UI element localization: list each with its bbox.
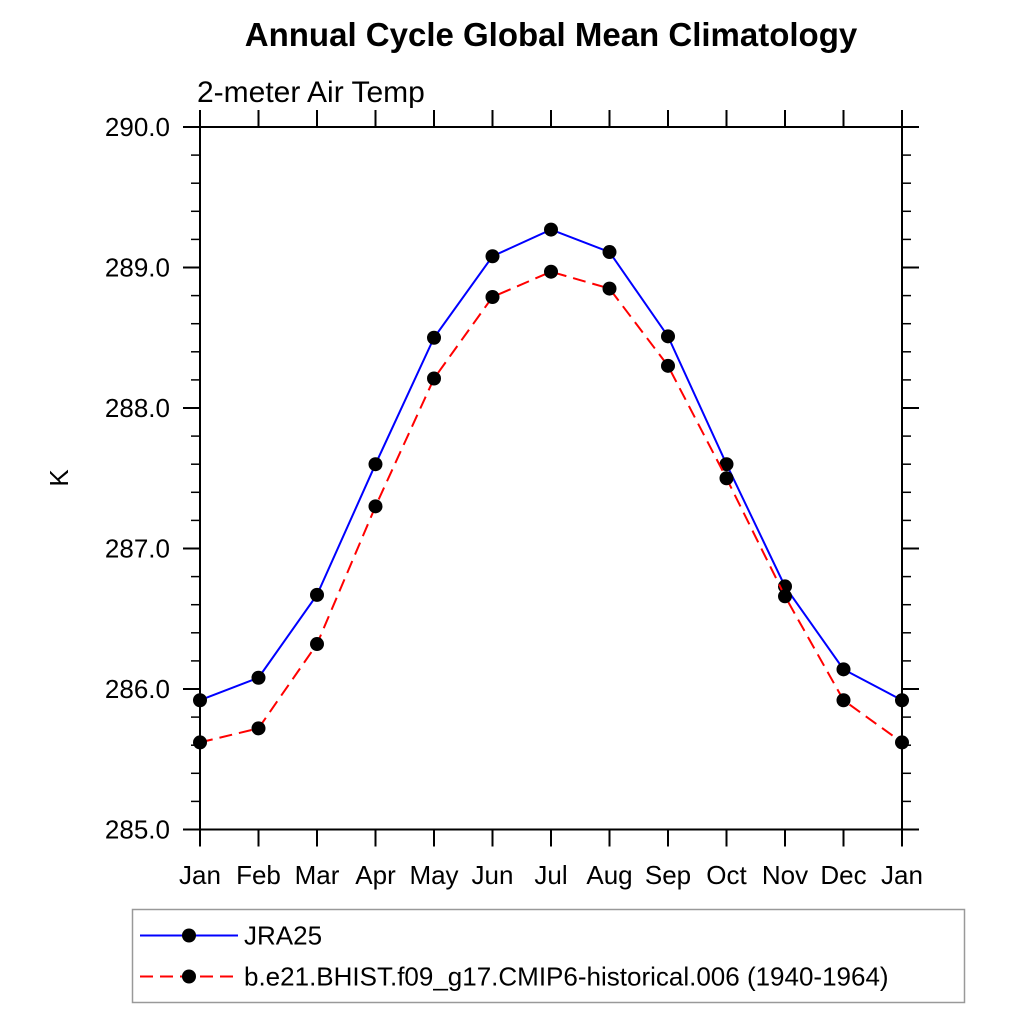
y-tick-label: 286.0 — [105, 674, 170, 704]
series-2-marker — [193, 735, 207, 750]
y-tick-label: 290.0 — [105, 112, 170, 142]
series-2-marker — [427, 371, 441, 386]
x-tick-label: Sep — [645, 860, 691, 890]
series-1-marker — [602, 245, 617, 260]
series-1-marker — [310, 587, 324, 602]
x-tick-label: Oct — [706, 860, 747, 890]
y-axis-label: K — [44, 469, 74, 487]
series-1-marker — [368, 457, 383, 472]
series-2-marker — [310, 637, 324, 652]
legend-marker-2 — [182, 969, 196, 984]
legend-label-1: JRA25 — [244, 921, 322, 951]
y-tick-label: 289.0 — [105, 253, 170, 283]
series-2-marker — [836, 693, 851, 708]
series-1-marker — [895, 693, 909, 708]
series-1-marker — [427, 330, 441, 345]
series-2-marker — [251, 721, 266, 736]
series-1-marker — [661, 329, 675, 344]
series-2-marker — [368, 499, 383, 514]
x-tick-label: Jan — [881, 860, 923, 890]
x-tick-label: Aug — [586, 860, 632, 890]
x-tick-label: Dec — [820, 860, 866, 890]
series-2-marker — [778, 589, 792, 604]
series-2-marker — [719, 471, 734, 486]
series-2-marker — [544, 264, 558, 279]
x-tick-label: Jul — [534, 860, 567, 890]
legend-group: JRA25 b.e21.BHIST.f09_g17.CMIP6-historica… — [131, 908, 966, 1004]
x-tick-label: Feb — [236, 860, 281, 890]
y-tick-label: 287.0 — [105, 534, 170, 564]
series-2-marker — [895, 735, 909, 750]
series-2-marker — [485, 290, 500, 305]
series-1-marker — [193, 693, 207, 708]
series-2-marker — [661, 358, 675, 373]
axes-group: Jan Feb Mar Apr May Jun Jul Aug Sep Oct Nov Dec Jan 2… — [105, 110, 923, 890]
y-tick-label: 285.0 — [105, 815, 170, 845]
series-1-marker — [544, 222, 558, 237]
legend-box — [131, 908, 966, 1004]
series-1-marker — [836, 662, 851, 677]
chart-title: Annual Cycle Global Mean Climatology — [245, 16, 858, 53]
y-tick-label: 288.0 — [105, 393, 170, 423]
series-1-marker — [485, 249, 500, 264]
series-group — [193, 222, 909, 750]
legend-marker-1 — [182, 928, 196, 943]
x-tick-label: Mar — [295, 860, 340, 890]
legend-label-2: b.e21.BHIST.f09_g17.CMIP6-historical.006… — [244, 962, 889, 992]
x-tick-label: Nov — [762, 860, 808, 890]
x-tick-label: Jan — [179, 860, 221, 890]
series-1-marker — [719, 457, 734, 472]
series-2-marker — [602, 281, 617, 296]
x-tick-label: May — [409, 860, 458, 890]
x-tick-label: Jun — [472, 860, 514, 890]
x-tick-label: Apr — [355, 860, 396, 890]
chart-subtitle: 2-meter Air Temp — [197, 76, 425, 109]
series-1-marker — [251, 670, 266, 685]
